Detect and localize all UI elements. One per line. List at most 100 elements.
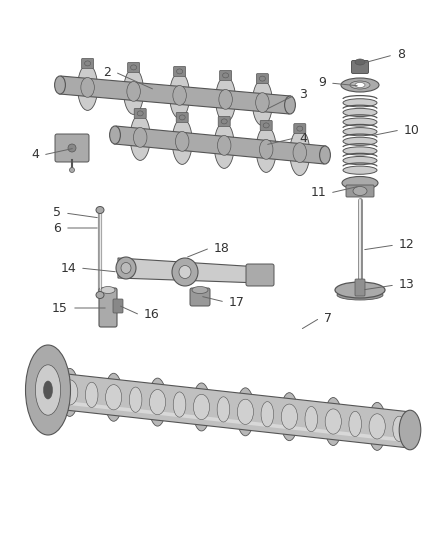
Ellipse shape bbox=[343, 137, 377, 146]
Ellipse shape bbox=[259, 140, 273, 159]
Text: 14: 14 bbox=[60, 262, 76, 274]
Ellipse shape bbox=[353, 187, 367, 196]
FancyBboxPatch shape bbox=[81, 59, 94, 68]
Ellipse shape bbox=[285, 96, 295, 114]
Text: 5: 5 bbox=[53, 206, 61, 220]
Ellipse shape bbox=[263, 123, 269, 128]
Ellipse shape bbox=[179, 265, 191, 279]
Ellipse shape bbox=[355, 59, 365, 65]
Text: 9: 9 bbox=[318, 77, 326, 90]
Ellipse shape bbox=[148, 378, 166, 426]
Ellipse shape bbox=[85, 61, 91, 66]
FancyBboxPatch shape bbox=[55, 134, 89, 162]
Ellipse shape bbox=[129, 387, 142, 413]
Ellipse shape bbox=[25, 345, 71, 435]
Ellipse shape bbox=[324, 398, 342, 446]
Ellipse shape bbox=[337, 290, 383, 300]
FancyBboxPatch shape bbox=[256, 74, 268, 84]
Polygon shape bbox=[59, 76, 291, 114]
Ellipse shape bbox=[348, 407, 362, 441]
FancyBboxPatch shape bbox=[134, 108, 146, 118]
Polygon shape bbox=[46, 399, 409, 442]
Ellipse shape bbox=[177, 69, 183, 74]
Text: 2: 2 bbox=[103, 66, 111, 78]
FancyBboxPatch shape bbox=[346, 185, 374, 197]
Ellipse shape bbox=[137, 111, 143, 116]
Ellipse shape bbox=[172, 258, 198, 286]
Text: 18: 18 bbox=[214, 241, 230, 254]
Ellipse shape bbox=[127, 82, 140, 101]
Ellipse shape bbox=[349, 411, 361, 437]
Ellipse shape bbox=[304, 402, 318, 436]
Ellipse shape bbox=[106, 385, 122, 410]
Ellipse shape bbox=[393, 416, 406, 441]
Ellipse shape bbox=[192, 287, 208, 294]
Ellipse shape bbox=[105, 373, 123, 421]
Ellipse shape bbox=[237, 388, 254, 436]
Text: 6: 6 bbox=[53, 222, 61, 235]
Ellipse shape bbox=[179, 115, 185, 120]
FancyBboxPatch shape bbox=[176, 112, 188, 123]
FancyBboxPatch shape bbox=[294, 124, 306, 134]
Ellipse shape bbox=[256, 93, 269, 112]
Polygon shape bbox=[46, 372, 412, 448]
Ellipse shape bbox=[297, 126, 303, 131]
Ellipse shape bbox=[96, 292, 104, 298]
Text: 13: 13 bbox=[399, 279, 415, 292]
FancyBboxPatch shape bbox=[218, 116, 230, 126]
Text: 15: 15 bbox=[52, 302, 68, 314]
Text: 11: 11 bbox=[310, 187, 326, 199]
Ellipse shape bbox=[170, 72, 190, 118]
Ellipse shape bbox=[85, 382, 98, 407]
Ellipse shape bbox=[124, 68, 144, 115]
Ellipse shape bbox=[350, 81, 370, 89]
Ellipse shape bbox=[256, 126, 276, 172]
Ellipse shape bbox=[129, 383, 143, 417]
Ellipse shape bbox=[343, 99, 377, 107]
Text: 8: 8 bbox=[397, 49, 405, 61]
Ellipse shape bbox=[261, 402, 274, 427]
Text: 4: 4 bbox=[31, 149, 39, 161]
Ellipse shape bbox=[85, 378, 99, 412]
Ellipse shape bbox=[341, 78, 379, 92]
Ellipse shape bbox=[62, 380, 78, 405]
Ellipse shape bbox=[176, 132, 189, 151]
Text: 7: 7 bbox=[324, 311, 332, 325]
Ellipse shape bbox=[173, 85, 186, 106]
Ellipse shape bbox=[369, 414, 385, 439]
Text: 3: 3 bbox=[299, 88, 307, 101]
Ellipse shape bbox=[280, 393, 298, 441]
Ellipse shape bbox=[223, 73, 229, 78]
Ellipse shape bbox=[260, 397, 274, 431]
Ellipse shape bbox=[343, 118, 377, 126]
Ellipse shape bbox=[399, 410, 421, 450]
Ellipse shape bbox=[305, 407, 318, 432]
Ellipse shape bbox=[355, 83, 365, 87]
Ellipse shape bbox=[237, 399, 254, 424]
Ellipse shape bbox=[343, 108, 377, 117]
Ellipse shape bbox=[55, 76, 65, 94]
Ellipse shape bbox=[343, 147, 377, 155]
Ellipse shape bbox=[392, 412, 406, 446]
Text: 10: 10 bbox=[404, 124, 420, 136]
Ellipse shape bbox=[368, 402, 386, 450]
FancyBboxPatch shape bbox=[355, 279, 365, 296]
Text: 4: 4 bbox=[299, 132, 307, 144]
FancyBboxPatch shape bbox=[260, 120, 272, 131]
Ellipse shape bbox=[221, 119, 227, 124]
Ellipse shape bbox=[43, 381, 53, 399]
FancyBboxPatch shape bbox=[173, 67, 186, 76]
Ellipse shape bbox=[293, 143, 307, 163]
Polygon shape bbox=[118, 258, 260, 283]
Ellipse shape bbox=[219, 90, 232, 109]
Ellipse shape bbox=[343, 157, 377, 165]
Ellipse shape bbox=[194, 394, 210, 419]
FancyBboxPatch shape bbox=[190, 288, 210, 306]
Polygon shape bbox=[114, 126, 326, 164]
Ellipse shape bbox=[134, 127, 147, 147]
Ellipse shape bbox=[101, 287, 115, 294]
Ellipse shape bbox=[96, 206, 104, 214]
Ellipse shape bbox=[70, 167, 74, 173]
Ellipse shape bbox=[110, 126, 120, 144]
FancyBboxPatch shape bbox=[113, 299, 123, 313]
